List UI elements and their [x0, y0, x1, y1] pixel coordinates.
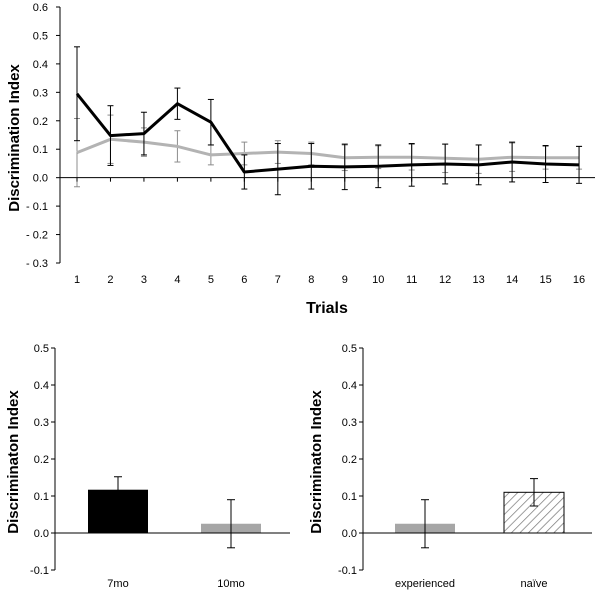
- y-tick-label: 0.2: [342, 454, 357, 466]
- category-label: 10mo: [217, 578, 245, 590]
- age-bar-chart-marks: [88, 476, 261, 549]
- line-chart-y-axis-title: Discrimination Index: [6, 64, 23, 212]
- line-chart-x-axis-title: Trials: [306, 300, 348, 317]
- x-tick-label: 15: [539, 274, 551, 286]
- x-tick-label: 13: [473, 274, 485, 286]
- x-tick-label: 8: [308, 274, 314, 286]
- y-tick-label: 0.3: [33, 87, 48, 99]
- x-tick-label: 7: [275, 274, 281, 286]
- x-tick-label: 12: [439, 274, 451, 286]
- y-tick-label: 0.3: [342, 417, 357, 429]
- y-tick-label: 0.5: [33, 30, 48, 42]
- category-label: 7mo: [107, 578, 128, 590]
- y-tick-label: 0.1: [33, 144, 48, 156]
- y-tick-label: 0.4: [34, 380, 49, 392]
- y-tick-label: - 0.1: [26, 201, 48, 213]
- y-tick-label: 0.1: [34, 491, 49, 503]
- x-tick-label: 4: [174, 274, 180, 286]
- line-chart-x-ticks: 1 2 3 4 5 6 7 8 9 10 11 12 13 14 15 16: [74, 177, 585, 286]
- y-tick-label: 0.0: [33, 173, 48, 185]
- experience-bar-chart: 0.50.40.30.20.10.0-0.1 experienced naïve …: [308, 343, 592, 590]
- gray-series-line: [76, 137, 579, 161]
- y-tick-label: -0.1: [30, 565, 49, 577]
- y-tick-label: 0.4: [342, 380, 357, 392]
- x-tick-label: 14: [506, 274, 518, 286]
- line-chart-marks: [74, 46, 583, 196]
- x-tick-label: 6: [241, 274, 247, 286]
- y-tick-label: 0.4: [33, 59, 48, 71]
- y-tick-label: 0.0: [342, 528, 357, 540]
- x-tick-label: 2: [107, 274, 113, 286]
- y-tick-label: 0.2: [33, 116, 48, 128]
- experience-bar-chart-marks: [395, 478, 565, 549]
- y-tick-label: 0.6: [33, 2, 48, 14]
- y-tick-label: 0.5: [342, 343, 357, 355]
- experience-bar-chart-y-axis-title: Discriminaton Index: [308, 390, 325, 534]
- age-bar-chart-y-axis-title: Discriminaton Index: [5, 390, 22, 534]
- category-label: naïve: [521, 578, 548, 590]
- x-tick-label: 5: [208, 274, 214, 286]
- x-tick-label: 1: [74, 274, 80, 286]
- x-tick-label: 9: [342, 274, 348, 286]
- line-chart-y-ticks: 0.6 0.5 0.4 0.3 0.2 0.1 0.0 - 0.1 - 0.2 - 0.3: [26, 2, 60, 270]
- y-tick-label: 0.1: [342, 491, 357, 503]
- y-tick-label: -0.1: [338, 565, 357, 577]
- y-tick-label: 0.2: [34, 454, 49, 466]
- y-tick-label: 0.3: [34, 417, 49, 429]
- age-bar-chart: 0.5 0.4 0.3 0.2 0.1 0.0 -0.1 7mo 10mo Discrimin…: [5, 343, 290, 590]
- experience-bar-chart-x-ticks: experienced naïve: [395, 578, 547, 590]
- age-bar-chart-y-ticks: 0.5 0.4 0.3 0.2 0.1 0.0 -0.1: [30, 343, 55, 577]
- y-tick-label: 0.5: [34, 343, 49, 355]
- x-tick-label: 11: [406, 274, 417, 286]
- black-series-line: [75, 92, 580, 174]
- y-tick-label: - 0.3: [26, 258, 48, 270]
- y-tick-label: 0.0: [34, 528, 49, 540]
- y-tick-label: - 0.2: [26, 230, 48, 242]
- category-label: experienced: [395, 578, 455, 590]
- age-bar-chart-x-ticks: 7mo 10mo: [107, 578, 244, 590]
- experience-bar-chart-y-ticks: 0.5 0.4 0.3 0.2 0.1 0.0 -0.1: [338, 343, 363, 577]
- x-tick-label: 10: [372, 274, 384, 286]
- x-tick-label: 16: [573, 274, 585, 286]
- x-tick-label: 3: [141, 274, 147, 286]
